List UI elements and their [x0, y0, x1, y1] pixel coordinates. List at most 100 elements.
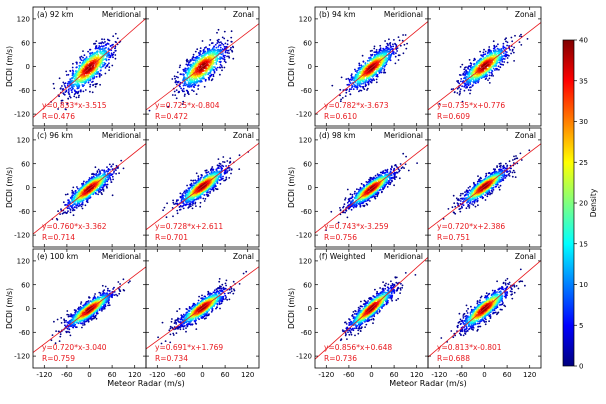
data-point [224, 51, 227, 54]
data-point [491, 69, 493, 72]
data-point [402, 52, 405, 55]
data-point [213, 71, 216, 74]
data-point [203, 77, 205, 80]
y-tick-label: -120 [14, 111, 30, 119]
data-point [185, 63, 188, 66]
data-point [106, 176, 108, 179]
data-point [68, 95, 71, 98]
data-point [371, 49, 373, 52]
data-point [340, 98, 342, 101]
data-point [488, 82, 491, 84]
data-point [79, 58, 82, 60]
data-point [472, 80, 475, 83]
data-point [218, 66, 221, 69]
data-point [199, 47, 202, 49]
data-point [222, 55, 225, 57]
data-point [64, 193, 67, 196]
data-point [65, 204, 67, 206]
data-point [98, 72, 101, 75]
data-point [65, 70, 68, 73]
data-point [472, 66, 475, 69]
data-point [404, 34, 407, 36]
data-point [108, 39, 111, 42]
data-point [399, 44, 402, 47]
data-point [113, 170, 115, 173]
data-point [102, 190, 105, 192]
data-point [459, 92, 461, 94]
data-point [354, 68, 356, 71]
data-point [75, 207, 78, 209]
data-point [368, 59, 370, 62]
data-point [205, 169, 208, 172]
data-point [107, 43, 110, 45]
data-point [181, 103, 184, 105]
data-point [385, 47, 387, 50]
data-point [348, 81, 351, 83]
data-point [69, 205, 72, 207]
data-point [373, 51, 376, 53]
data-point [104, 177, 107, 180]
data-point [200, 79, 202, 82]
data-point [397, 36, 400, 38]
data-point [222, 175, 224, 178]
data-point [68, 93, 70, 95]
data-point [107, 48, 110, 51]
data-point [76, 87, 79, 89]
data-point [483, 48, 485, 51]
data-point [67, 199, 70, 202]
data-point [193, 80, 196, 83]
data-point [228, 162, 231, 164]
data-point [63, 93, 66, 96]
data-point [466, 85, 468, 88]
data-point [222, 43, 225, 46]
data-point [458, 93, 461, 96]
data-point [191, 204, 194, 206]
data-point [497, 65, 500, 68]
data-point [101, 41, 104, 44]
data-point [211, 78, 214, 80]
data-point [176, 212, 179, 215]
data-point [174, 81, 177, 84]
data-point [195, 181, 198, 184]
data-point [182, 87, 185, 90]
data-point [218, 167, 220, 170]
data-point [66, 193, 69, 196]
data-point [116, 37, 119, 40]
data-point [223, 161, 226, 164]
data-point [89, 78, 92, 80]
data-point [207, 76, 210, 79]
data-point [214, 59, 217, 62]
data-point [509, 49, 511, 51]
data-point [180, 87, 183, 90]
y-tick-label: -60 [19, 208, 30, 216]
data-point [178, 66, 181, 69]
data-point [373, 57, 375, 59]
data-point [77, 90, 80, 93]
data-point [182, 207, 185, 210]
data-point [114, 40, 117, 43]
data-point [219, 46, 222, 49]
scatter-points [162, 151, 250, 219]
data-point [204, 169, 207, 172]
data-point [167, 105, 170, 108]
data-point [395, 52, 397, 55]
data-point [73, 206, 76, 209]
data-point [207, 52, 210, 55]
data-point [492, 40, 495, 43]
data-point [210, 171, 213, 174]
data-point [69, 70, 72, 72]
data-point [90, 52, 92, 55]
data-point [187, 81, 190, 84]
data-point [99, 46, 102, 48]
data-point [488, 46, 491, 48]
data-point [488, 77, 491, 80]
data-point [65, 89, 68, 92]
data-point [494, 46, 496, 49]
data-point [223, 170, 226, 172]
fit-equation: y=0.760*x-3.362 [42, 222, 107, 231]
data-point [226, 171, 228, 174]
data-point [83, 78, 85, 81]
data-point [492, 67, 495, 70]
data-point [91, 81, 93, 83]
